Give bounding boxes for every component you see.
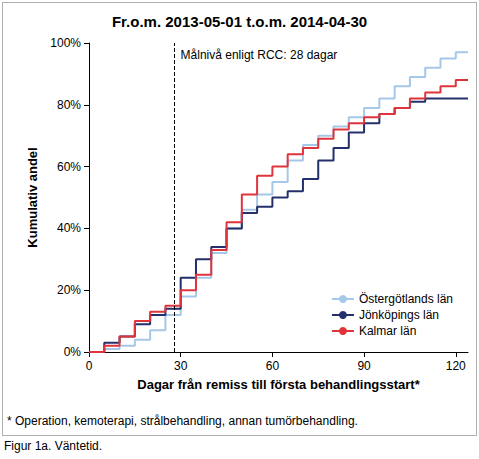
svg-text:90: 90 [357, 359, 371, 373]
svg-text:120: 120 [446, 359, 466, 373]
svg-text:20%: 20% [57, 283, 81, 297]
svg-text:Kalmar län: Kalmar län [359, 324, 416, 338]
svg-text:40%: 40% [57, 221, 81, 235]
svg-text:Jönköpings län: Jönköpings län [359, 308, 439, 322]
svg-text:0%: 0% [64, 345, 82, 359]
svg-text:30: 30 [174, 359, 188, 373]
svg-text:Dagar från remiss till första: Dagar från remiss till första behandling… [137, 377, 420, 392]
svg-text:80%: 80% [57, 98, 81, 112]
svg-text:Fr.o.m. 2013-05-01 t.o.m. 2014: Fr.o.m. 2013-05-01 t.o.m. 2014-04-30 [112, 13, 367, 30]
svg-text:100%: 100% [50, 36, 81, 50]
svg-text:60: 60 [266, 359, 280, 373]
svg-text:Östergötlands län: Östergötlands län [359, 292, 453, 306]
svg-text:60%: 60% [57, 160, 81, 174]
svg-text:0: 0 [86, 359, 93, 373]
svg-text:Kumulativ andel: Kumulativ andel [25, 147, 40, 247]
html-text:Figur 1a. Väntetid.: Figur 1a. Väntetid. [4, 439, 103, 453]
svg-text:Målnivå enligt RCC: 28 dagar: Målnivå enligt RCC: 28 dagar [181, 48, 338, 62]
html-text:* Operation, kemoterapi, strål: * Operation, kemoterapi, strålbehandling… [7, 414, 358, 428]
